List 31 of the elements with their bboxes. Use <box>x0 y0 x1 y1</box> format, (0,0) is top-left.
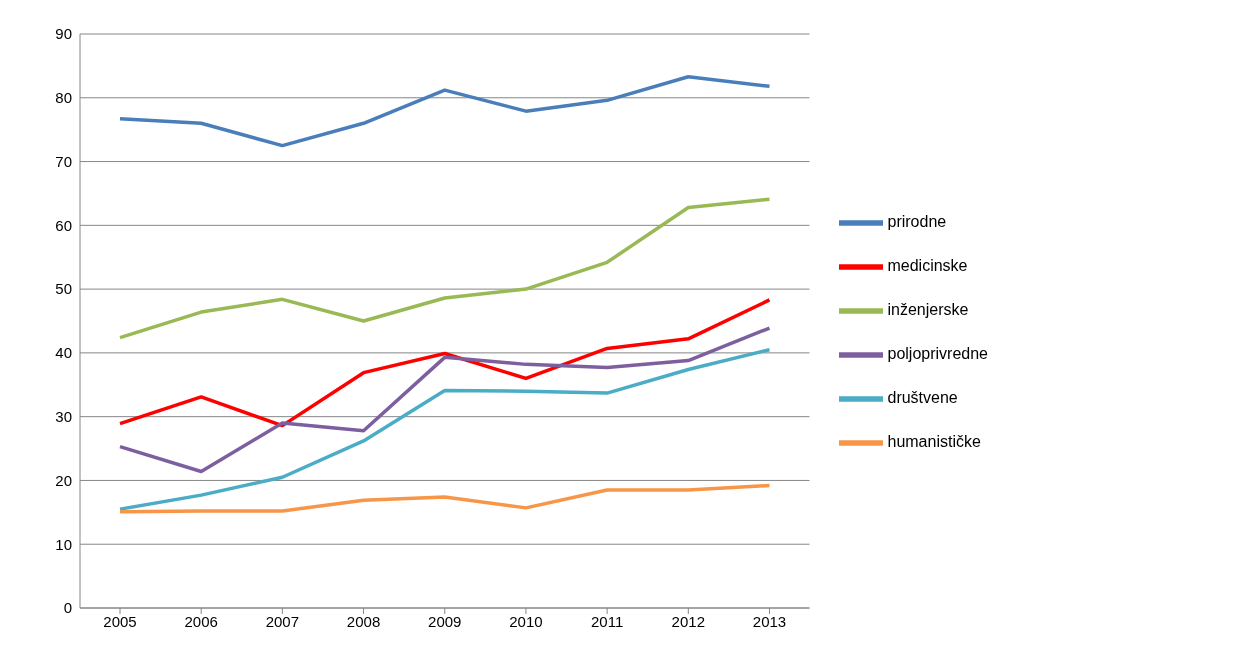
legend-label: medicinske <box>887 257 968 275</box>
legend-label: inženjerske <box>887 301 969 319</box>
line-series <box>118 326 772 474</box>
legend-label: društvene <box>887 389 958 407</box>
x-tick-label: 2012 <box>671 612 705 630</box>
line-series <box>118 298 772 428</box>
y-tick-label: 40 <box>55 344 72 362</box>
line-series <box>118 483 772 514</box>
line-series <box>118 197 772 340</box>
x-tick-label: 2007 <box>265 612 300 630</box>
legend-label: prirodne <box>887 213 947 231</box>
y-tick-label: 90 <box>55 25 72 43</box>
legend-label: poljoprivredne <box>887 345 988 363</box>
y-tick-label: 70 <box>55 152 72 170</box>
y-tick-label: 20 <box>55 471 72 489</box>
y-tick-label: 60 <box>55 216 72 234</box>
x-tick-label: 2009 <box>428 612 462 630</box>
x-tick-label: 2011 <box>590 612 624 630</box>
y-tick-label: 0 <box>63 599 72 617</box>
y-tick-label: 80 <box>55 89 72 107</box>
x-tick-label: 2008 <box>346 612 381 630</box>
x-tick-label: 2013 <box>752 612 787 630</box>
y-tick-label: 10 <box>55 535 72 553</box>
x-tick-label: 2005 <box>103 612 137 630</box>
legend-label: humanističke <box>887 433 981 451</box>
x-tick-label: 2010 <box>509 612 543 630</box>
line-series <box>118 74 772 148</box>
y-tick-label: 30 <box>55 407 72 425</box>
y-tick-label: 50 <box>55 280 72 298</box>
line-series <box>118 347 772 511</box>
x-tick-label: 2006 <box>184 612 218 630</box>
